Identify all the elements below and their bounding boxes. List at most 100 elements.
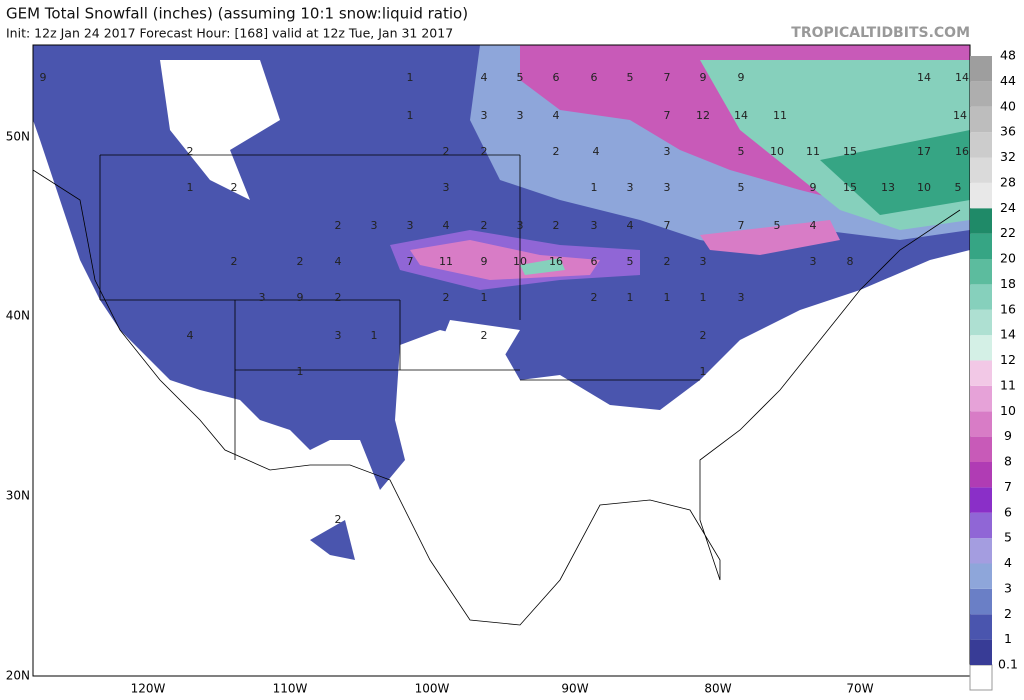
- colorbar-label: 48: [1000, 48, 1016, 63]
- contour-label: 7: [664, 219, 671, 232]
- colorbar-label: 14: [1000, 327, 1016, 342]
- colorbar-swatch: [970, 411, 992, 437]
- colorbar-swatch: [970, 639, 992, 665]
- contour-label: 9: [738, 71, 745, 84]
- colorbar-swatch: [970, 462, 992, 488]
- colorbar-swatch: [970, 335, 992, 361]
- contour-label: 6: [591, 255, 598, 268]
- contour-label: 11: [439, 255, 453, 268]
- contour-label: 2: [335, 513, 342, 526]
- contour-label: 1: [187, 181, 194, 194]
- contour-label: 3: [627, 181, 634, 194]
- contour-label: 15: [843, 145, 857, 158]
- contour-label: 2: [591, 291, 598, 304]
- longitude-label: 100W: [415, 682, 450, 696]
- contour-label: 2: [553, 219, 560, 232]
- contour-label: 10: [917, 181, 931, 194]
- colorbar-label: 12: [1000, 352, 1016, 367]
- contour-label: 4: [593, 145, 600, 158]
- colorbar-swatch: [970, 538, 992, 564]
- contour-label: 3: [335, 329, 342, 342]
- contour-label: 3: [407, 219, 414, 232]
- contour-label: 2: [443, 145, 450, 158]
- contour-label: 5: [738, 181, 745, 194]
- contour-label: 3: [371, 219, 378, 232]
- contour-label: 15: [843, 181, 857, 194]
- latitude-label: 20N: [6, 669, 30, 683]
- colorbar-label: 28: [1000, 174, 1016, 189]
- colorbar-below: [969, 664, 993, 691]
- longitude-label: 80W: [704, 682, 731, 696]
- longitude-label: 110W: [273, 682, 308, 696]
- contour-label: 4: [553, 109, 560, 122]
- title: GEM Total Snowfall (inches) (assuming 10…: [6, 5, 468, 23]
- colorbar-swatch: [970, 309, 992, 336]
- colorbar-label: 4: [1004, 555, 1012, 570]
- watermark: TROPICALTIDBITS.COM: [791, 25, 970, 41]
- longitude-label: 70W: [846, 682, 873, 696]
- contour-label: 1: [371, 329, 378, 342]
- contour-label: 9: [700, 71, 707, 84]
- colorbar-swatch: [970, 563, 992, 589]
- contour-label: 3: [517, 109, 524, 122]
- map: [32, 44, 971, 677]
- colorbar-swatch: [970, 436, 992, 462]
- contour-label: 5: [774, 219, 781, 232]
- contour-label: 9: [481, 255, 488, 268]
- contour-label: 5: [955, 181, 962, 194]
- colorbar-label: 1: [1004, 631, 1012, 646]
- contour-label: 1: [481, 291, 488, 304]
- colorbar-label: 20: [1000, 251, 1016, 266]
- contour-label: 7: [407, 255, 414, 268]
- contour-label: 13: [881, 181, 895, 194]
- contour-label: 4: [187, 329, 194, 342]
- contour-label: 5: [517, 71, 524, 84]
- latitude-label: 40N: [6, 309, 30, 323]
- contour-label: 5: [627, 255, 634, 268]
- contour-label: 2: [335, 219, 342, 232]
- contour-label: 4: [481, 71, 488, 84]
- colorbar-label: 7: [1004, 479, 1012, 494]
- contour-label: 1: [407, 71, 414, 84]
- colorbar-label: 5: [1004, 530, 1012, 545]
- colorbar-label: 44: [1000, 73, 1016, 88]
- contour-label: 2: [481, 145, 488, 158]
- colorbar-label: 36: [1000, 124, 1016, 139]
- contour-label: 2: [231, 255, 238, 268]
- colorbar-label: 3: [1004, 580, 1012, 595]
- contour-label: 6: [591, 71, 598, 84]
- colorbar-swatch: [970, 132, 992, 158]
- contour-label: 14: [955, 71, 969, 84]
- contour-label: 4: [443, 219, 450, 232]
- contour-label: 6: [553, 71, 560, 84]
- colorbar-label: 11: [1000, 377, 1016, 392]
- colorbar-swatch: [970, 56, 992, 82]
- contour-label: 11: [773, 109, 787, 122]
- contour-label: 7: [738, 219, 745, 232]
- colorbar-swatch: [970, 588, 992, 615]
- contour-label: 3: [591, 219, 598, 232]
- contour-label: 2: [553, 145, 560, 158]
- colorbar-swatch: [970, 81, 992, 107]
- colorbar-label: 24: [1000, 200, 1016, 215]
- contour-label: 10: [513, 255, 527, 268]
- colorbar-swatch: [970, 208, 992, 234]
- contour-label: 9: [297, 291, 304, 304]
- contour-label: 1: [297, 365, 304, 378]
- contour-label: 1: [700, 365, 707, 378]
- longitude-label: 90W: [561, 682, 588, 696]
- colorbar-swatch: [970, 360, 992, 386]
- colorbar-label: 9: [1004, 428, 1012, 443]
- colorbar-swatch: [970, 106, 992, 133]
- contour-label: 12: [696, 109, 710, 122]
- contour-label: 5: [627, 71, 634, 84]
- subtitle: Init: 12z Jan 24 2017 Forecast Hour: [16…: [6, 26, 453, 41]
- contour-label: 2: [481, 219, 488, 232]
- contour-label: 3: [481, 109, 488, 122]
- contour-label: 3: [664, 145, 671, 158]
- contour-label: 4: [810, 219, 817, 232]
- latitude-label: 50N: [6, 130, 30, 144]
- colorbar-label: 2: [1004, 606, 1012, 621]
